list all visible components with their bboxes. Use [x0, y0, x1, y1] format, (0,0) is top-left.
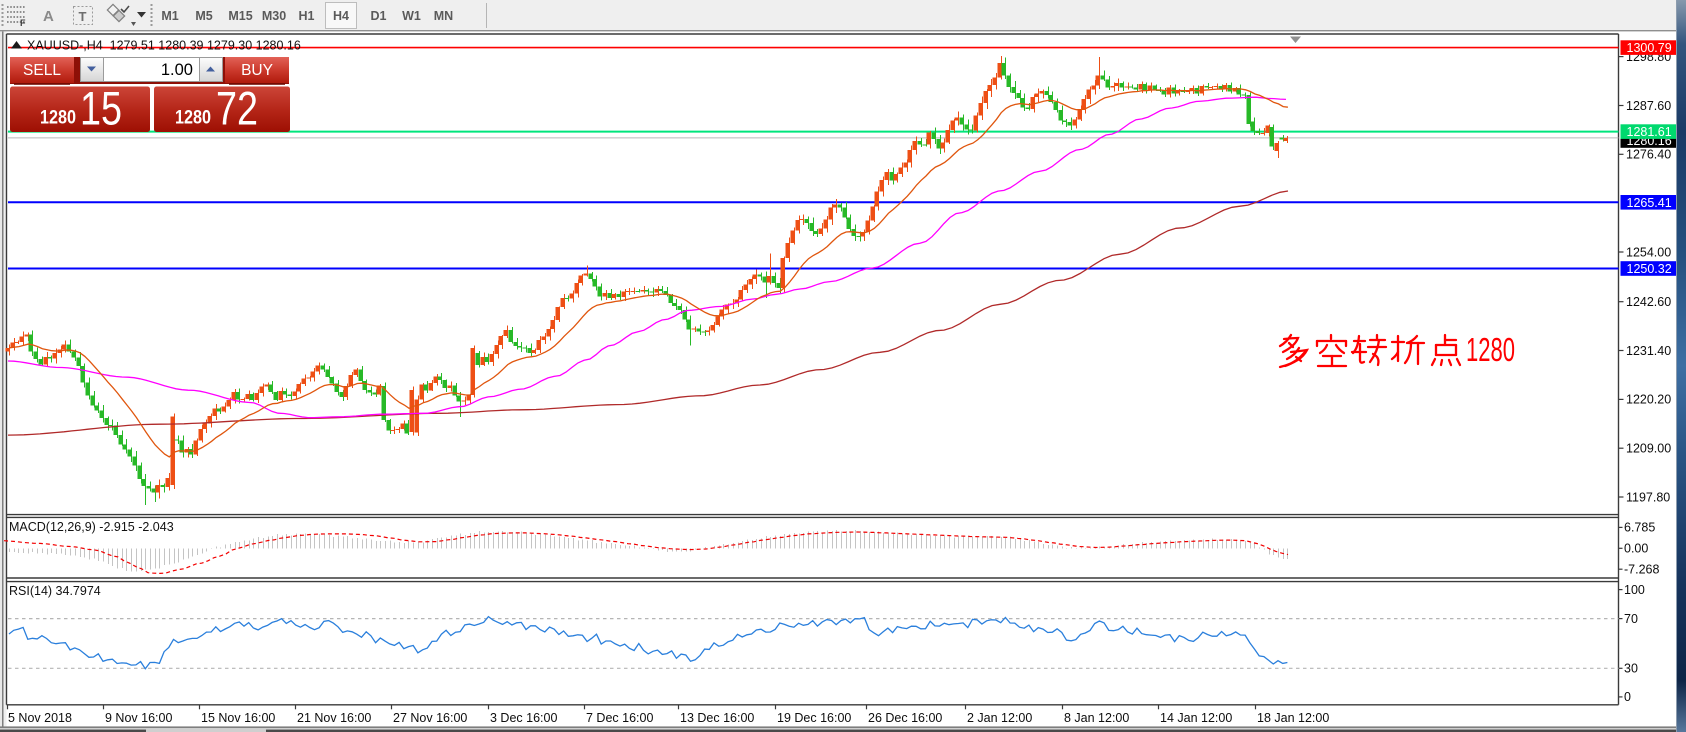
svg-text:7 Dec 16:00: 7 Dec 16:00: [586, 711, 653, 725]
svg-text:MN: MN: [434, 9, 453, 23]
svg-text:H1: H1: [299, 9, 315, 23]
svg-text:1287.60: 1287.60: [1626, 99, 1671, 113]
svg-text:M30: M30: [262, 9, 286, 23]
svg-text:18 Jan 12:00: 18 Jan 12:00: [1257, 711, 1329, 725]
svg-text:0: 0: [1624, 690, 1631, 704]
svg-text:BUY: BUY: [241, 62, 273, 79]
svg-text:F: F: [20, 18, 26, 28]
svg-text:70: 70: [1624, 612, 1638, 626]
svg-text:M15: M15: [228, 9, 252, 23]
svg-text:8 Jan 12:00: 8 Jan 12:00: [1064, 711, 1129, 725]
svg-text:1220.20: 1220.20: [1626, 393, 1671, 407]
svg-text:W1: W1: [402, 9, 421, 23]
svg-text:13 Dec 16:00: 13 Dec 16:00: [680, 711, 754, 725]
svg-text:1265.41: 1265.41: [1627, 196, 1672, 210]
svg-text:15 Nov 16:00: 15 Nov 16:00: [201, 711, 275, 725]
svg-text:M5: M5: [195, 9, 212, 23]
svg-text:D1: D1: [371, 9, 387, 23]
svg-text:30: 30: [1624, 662, 1638, 676]
svg-text:1280: 1280: [1466, 331, 1515, 368]
svg-text:SELL: SELL: [23, 62, 61, 79]
svg-text:5 Nov 2018: 5 Nov 2018: [8, 711, 72, 725]
svg-text:14 Jan 12:00: 14 Jan 12:00: [1160, 711, 1232, 725]
svg-text:0.00: 0.00: [1624, 542, 1648, 556]
svg-text:1280: 1280: [40, 108, 76, 129]
svg-text:RSI(14) 34.7974: RSI(14) 34.7974: [9, 584, 101, 598]
svg-text:1209.00: 1209.00: [1626, 442, 1671, 456]
svg-text:A: A: [43, 8, 54, 25]
svg-text:15: 15: [80, 82, 122, 135]
svg-text:1280: 1280: [175, 108, 211, 129]
svg-text:3 Dec 16:00: 3 Dec 16:00: [490, 711, 557, 725]
svg-text:H4: H4: [333, 9, 349, 23]
svg-text:1197.80: 1197.80: [1626, 490, 1670, 504]
svg-text:1.00: 1.00: [161, 61, 193, 79]
svg-text:1281.61: 1281.61: [1627, 125, 1672, 139]
svg-text:1250.32: 1250.32: [1627, 262, 1672, 276]
svg-text:2 Jan 12:00: 2 Jan 12:00: [967, 711, 1032, 725]
svg-text:T: T: [79, 9, 87, 24]
svg-text:M1: M1: [161, 9, 178, 23]
svg-text:100: 100: [1624, 583, 1645, 597]
svg-text:27 Nov 16:00: 27 Nov 16:00: [393, 711, 467, 725]
svg-text:XAUUSD-,H4 1279.51 1280.39 12: XAUUSD-,H4 1279.51 1280.39 1279.30 1280.…: [27, 39, 301, 53]
svg-text:19 Dec 16:00: 19 Dec 16:00: [777, 711, 851, 725]
svg-text:1276.40: 1276.40: [1626, 148, 1671, 162]
svg-text:1254.00: 1254.00: [1626, 245, 1671, 259]
svg-text:72: 72: [216, 82, 258, 135]
svg-text:MACD(12,26,9) -2.915 -2.043: MACD(12,26,9) -2.915 -2.043: [9, 520, 174, 534]
svg-text:1242.60: 1242.60: [1626, 295, 1671, 309]
svg-text:1231.40: 1231.40: [1626, 344, 1671, 358]
svg-text:21 Nov 16:00: 21 Nov 16:00: [297, 711, 371, 725]
svg-text:-7.268: -7.268: [1624, 563, 1659, 577]
svg-text:6.785: 6.785: [1624, 521, 1655, 535]
svg-text:1300.79: 1300.79: [1627, 41, 1672, 55]
svg-text:9 Nov 16:00: 9 Nov 16:00: [105, 711, 172, 725]
svg-text:26 Dec 16:00: 26 Dec 16:00: [868, 711, 942, 725]
